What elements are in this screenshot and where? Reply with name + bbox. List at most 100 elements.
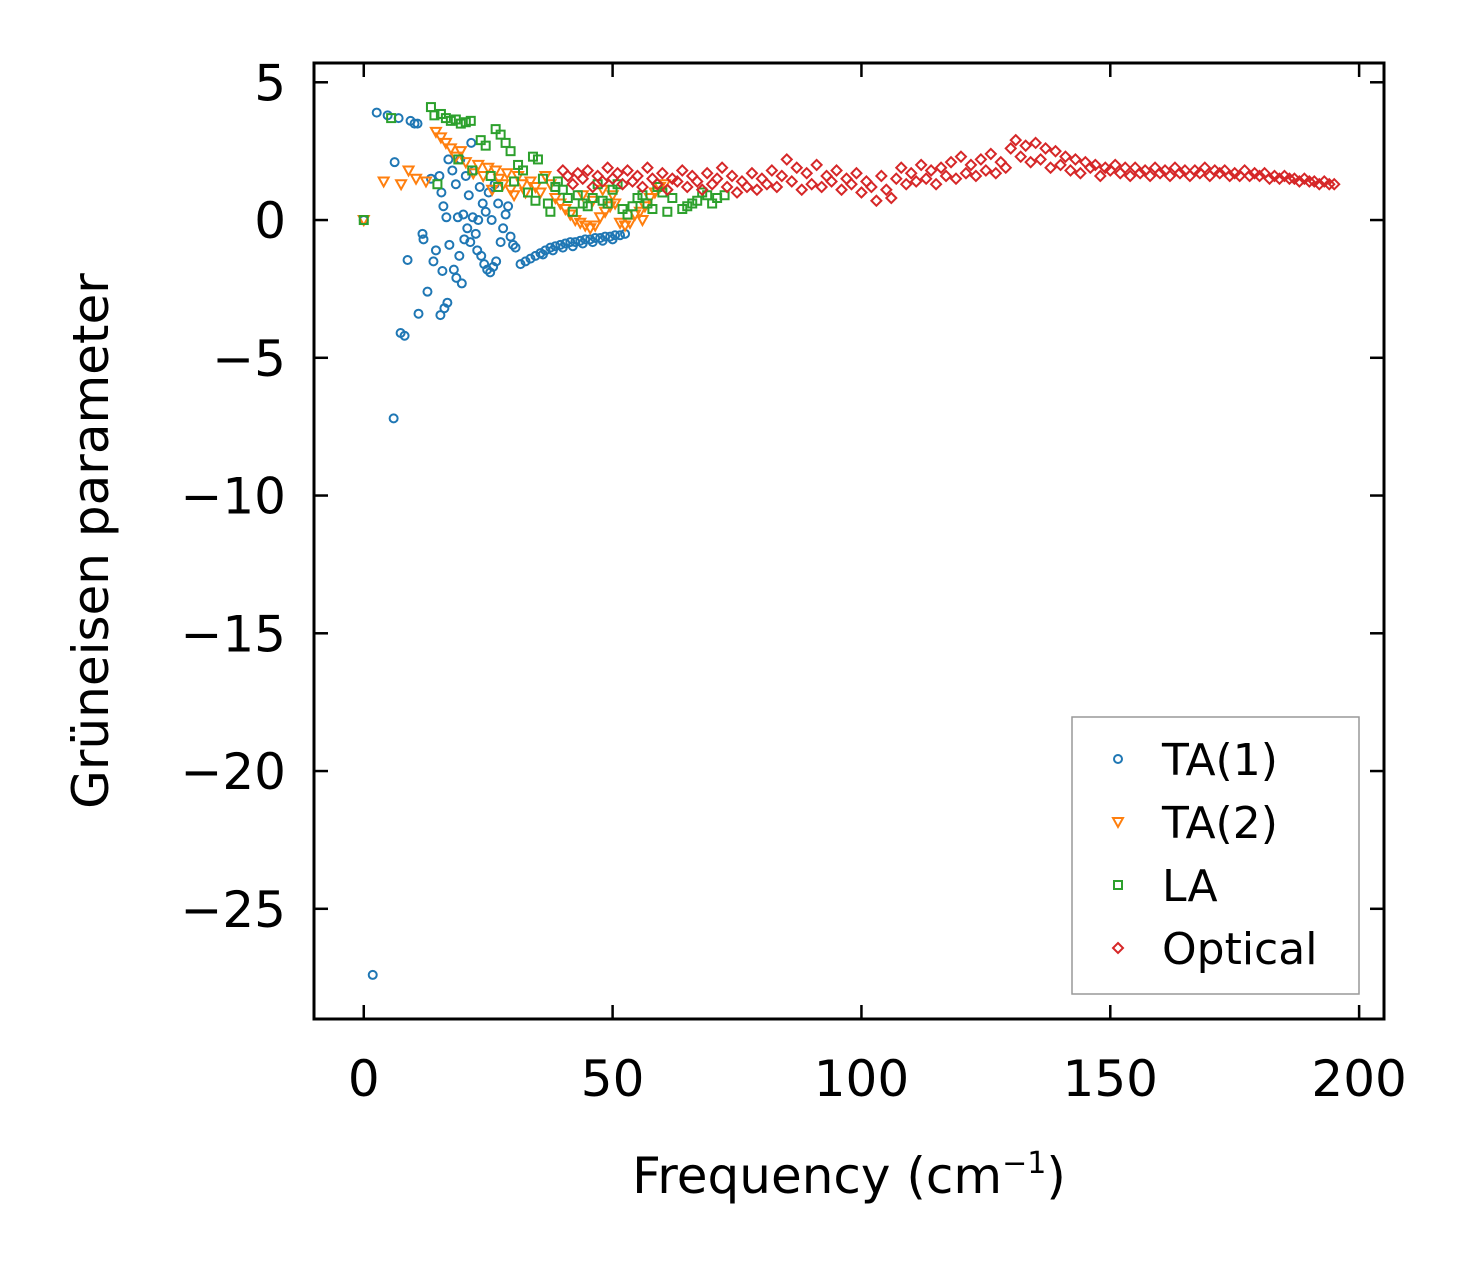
data-point-3-46 xyxy=(785,175,799,188)
data-point-3-106 xyxy=(1083,161,1097,175)
legend-label: LA xyxy=(1162,861,1218,912)
data-point-0-90 xyxy=(615,230,626,241)
data-point-3-101 xyxy=(1059,150,1072,164)
data-point-0-4 xyxy=(388,413,399,424)
y-tick-label: −10 xyxy=(180,468,286,526)
data-point-1-18 xyxy=(488,165,503,178)
legend-entry-TA(1): TA(1) xyxy=(1113,735,1278,786)
data-point-0-64 xyxy=(498,223,509,234)
legend-marker-LA xyxy=(1113,880,1123,890)
data-point-3-66 xyxy=(884,191,898,205)
data-point-0-58 xyxy=(486,215,497,226)
data-point-3-47 xyxy=(790,161,804,175)
data-point-3-21 xyxy=(660,183,674,197)
y-axis-label: Grüneisen parameter xyxy=(62,273,120,809)
data-point-0-50 xyxy=(474,181,485,192)
data-point-0-29 xyxy=(444,239,455,250)
data-point-2-25 xyxy=(523,187,533,198)
data-point-1-1 xyxy=(376,176,391,189)
data-point-3-25 xyxy=(680,180,694,194)
data-point-0-98 xyxy=(537,249,548,260)
data-point-0-49 xyxy=(473,215,484,226)
data-point-0-30 xyxy=(447,165,458,176)
data-point-2-29 xyxy=(537,173,548,184)
data-point-3-142 xyxy=(1263,172,1276,186)
data-point-3-75 xyxy=(929,177,943,191)
data-point-2-55 xyxy=(662,206,673,217)
data-point-3-86 xyxy=(984,147,998,161)
data-point-3-85 xyxy=(979,164,993,177)
data-point-3-49 xyxy=(800,166,814,180)
data-point-2-45 xyxy=(612,179,623,190)
data-point-3-44 xyxy=(775,169,789,183)
data-point-3-99 xyxy=(1049,144,1062,158)
data-point-3-63 xyxy=(869,194,883,208)
data-point-3-9 xyxy=(601,161,615,175)
data-point-3-42 xyxy=(765,164,779,177)
data-point-0-71 xyxy=(520,256,531,267)
data-point-3-72 xyxy=(914,158,928,172)
data-point-1-45 xyxy=(613,217,627,230)
plot-frame xyxy=(312,61,1386,1021)
data-point-2-31 xyxy=(545,206,556,217)
data-point-1-46 xyxy=(618,220,632,233)
data-point-3-50 xyxy=(805,177,819,191)
data-point-1-2 xyxy=(394,179,408,192)
data-point-2-3 xyxy=(429,110,440,121)
data-point-0-47 xyxy=(470,228,481,239)
data-point-3-13 xyxy=(621,164,634,177)
data-point-2-43 xyxy=(602,198,613,209)
data-point-0-51 xyxy=(476,250,487,261)
data-point-0-22 xyxy=(437,266,448,277)
data-point-0-66 xyxy=(503,201,514,212)
data-point-2-24 xyxy=(518,165,529,176)
data-point-3-140 xyxy=(1253,169,1266,183)
data-point-3-16 xyxy=(636,180,649,194)
data-point-2-16 xyxy=(485,170,496,181)
data-point-3-68 xyxy=(894,161,908,175)
data-point-3-41 xyxy=(760,177,774,191)
data-point-3-102 xyxy=(1064,164,1077,177)
data-point-1-40 xyxy=(588,220,602,233)
data-point-3-59 xyxy=(850,166,863,180)
y-tick-label: −25 xyxy=(180,881,286,939)
data-point-2-22 xyxy=(509,176,520,187)
data-point-0-96 xyxy=(597,235,608,246)
data-point-3-155 xyxy=(1327,177,1341,191)
data-point-3-67 xyxy=(889,172,903,186)
data-point-3-104 xyxy=(1074,166,1087,180)
data-point-3-24 xyxy=(675,164,689,177)
data-point-0-70 xyxy=(515,259,526,270)
data-point-1-37 xyxy=(573,217,587,230)
data-point-0-5 xyxy=(389,157,400,168)
data-point-3-124 xyxy=(1173,166,1187,180)
data-point-3-74 xyxy=(924,164,938,177)
x-tick-label: 200 xyxy=(1311,1050,1406,1108)
data-point-3-91 xyxy=(1009,133,1023,147)
data-point-3-94 xyxy=(1024,155,1038,169)
data-point-3-6 xyxy=(586,180,600,194)
data-point-3-19 xyxy=(650,177,664,191)
data-point-1-33 xyxy=(553,198,568,211)
data-point-3-107 xyxy=(1088,158,1102,172)
data-point-3-134 xyxy=(1223,169,1237,183)
data-point-0-97 xyxy=(607,234,618,245)
data-point-0-14 xyxy=(417,228,428,239)
y-tick-label: −15 xyxy=(180,605,286,663)
legend-entry-LA: LA xyxy=(1113,861,1218,912)
data-point-1-6 xyxy=(429,126,443,139)
data-point-0-41 xyxy=(462,223,473,234)
series-Optical xyxy=(556,133,1341,208)
data-point-0-27 xyxy=(442,297,453,308)
data-point-3-60 xyxy=(855,186,868,199)
data-point-0-95 xyxy=(587,237,598,248)
data-point-0-13 xyxy=(413,308,424,319)
data-point-0-92 xyxy=(557,242,568,253)
data-point-3-27 xyxy=(690,175,704,188)
data-point-0-9 xyxy=(402,254,413,265)
data-point-2-4 xyxy=(432,179,443,190)
legend-entry-TA(2): TA(2) xyxy=(1111,798,1278,849)
data-point-3-37 xyxy=(740,180,754,194)
data-point-3-73 xyxy=(919,172,933,186)
data-point-3-35 xyxy=(730,186,744,199)
